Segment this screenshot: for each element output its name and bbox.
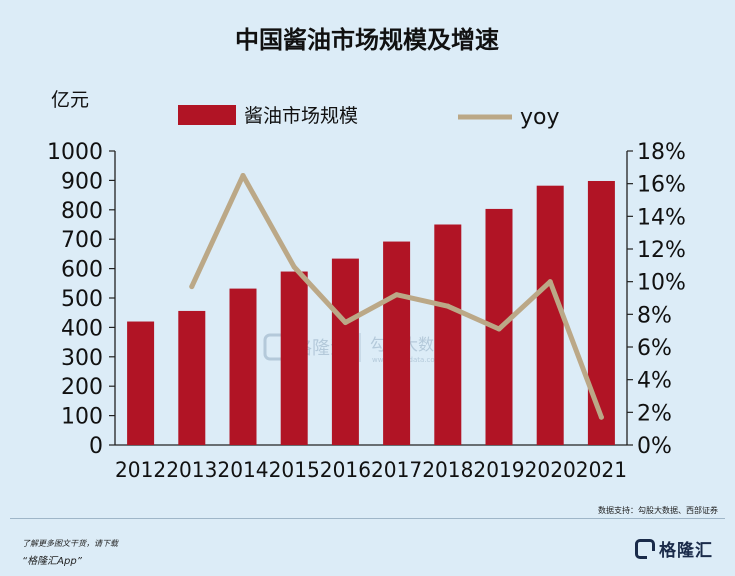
- yoy-point-2020: [547, 279, 553, 285]
- legend-line-label: yoy: [520, 105, 560, 130]
- brand-g-icon: [635, 538, 655, 559]
- yoy-point-2018: [445, 303, 451, 309]
- brand-logo: 格隆汇: [635, 536, 713, 561]
- left-tick-label: 300: [61, 346, 103, 371]
- plot-area: 0 100 200 300 400 500 600 700 800 900 1000 0% 2% 4% 6%…: [47, 140, 686, 482]
- bar-2016: [331, 258, 359, 445]
- left-tick-label: 400: [61, 316, 103, 341]
- right-tick-label: 16%: [637, 173, 686, 198]
- x-tick-label: 2015: [269, 458, 320, 482]
- right-tick-label: 10%: [637, 271, 686, 296]
- left-tick-label: 0: [89, 434, 103, 459]
- bar-2014: [229, 288, 257, 445]
- bar-2015: [280, 271, 308, 445]
- bar-2017: [383, 241, 411, 445]
- bar-2018: [434, 224, 462, 445]
- left-tick-label: 700: [61, 228, 103, 253]
- right-tick-label: 2%: [637, 401, 672, 426]
- legend-bar-label: 酱油市场规模: [244, 105, 358, 127]
- x-tick-label: 2017: [371, 458, 422, 482]
- left-tick-label: 900: [61, 169, 103, 194]
- bar-2020: [536, 185, 564, 445]
- x-tick-label: 2019: [473, 458, 524, 482]
- source-note: 数据支持：勾股大数据、西部证券: [598, 505, 718, 515]
- x-tick-label: 2013: [166, 458, 217, 482]
- brand-name: 格隆汇: [659, 541, 713, 561]
- x-tick-label: 2014: [217, 458, 268, 482]
- legend-bar-swatch: [178, 105, 236, 125]
- yoy-point-2021: [598, 414, 604, 420]
- bar-2021: [587, 180, 615, 445]
- bar-2012: [127, 321, 155, 445]
- promo-line-2: “格隆汇App”: [22, 556, 82, 567]
- right-tick-label: 4%: [637, 369, 672, 394]
- x-tick-label: 2016: [320, 458, 371, 482]
- chart-title: 中国酱油市场规模及增速: [235, 26, 499, 54]
- bar-2013: [178, 310, 206, 445]
- yoy-point-2013: [189, 284, 195, 290]
- yoy-point-2017: [394, 292, 400, 298]
- left-tick-label: 500: [61, 287, 103, 312]
- yoy-point-2016: [342, 320, 348, 325]
- right-tick-label: 8%: [637, 303, 672, 328]
- left-tick-label: 800: [61, 199, 103, 224]
- right-tick-label: 18%: [637, 140, 686, 165]
- left-axis-unit: 亿元: [51, 89, 89, 111]
- x-tick-label: 2012: [115, 458, 166, 482]
- yoy-point-2019: [496, 326, 502, 332]
- chart: 中国酱油市场规模及增速 亿元 酱油市场规模 yoy 格隆汇 勾股大数据 www.…: [47, 26, 718, 515]
- footer-divider: [10, 518, 725, 519]
- x-tick-label: 2021: [576, 458, 627, 482]
- yoy-point-2015: [291, 264, 297, 270]
- right-tick-label: 6%: [637, 336, 672, 361]
- promo-line-1: 了解更多图文干货，请下载: [22, 539, 118, 548]
- right-tick-label: 0%: [637, 434, 672, 459]
- right-tick-label: 12%: [637, 238, 686, 263]
- left-tick-label: 200: [61, 375, 103, 400]
- right-tick-label: 14%: [637, 205, 686, 230]
- left-tick-label: 100: [61, 405, 103, 430]
- yoy-point-2014: [240, 173, 246, 178]
- x-tick-label: 2018: [422, 458, 473, 482]
- left-tick-label: 600: [61, 258, 103, 283]
- left-tick-label: 1000: [47, 140, 103, 165]
- x-tick-label: 2020: [525, 458, 576, 482]
